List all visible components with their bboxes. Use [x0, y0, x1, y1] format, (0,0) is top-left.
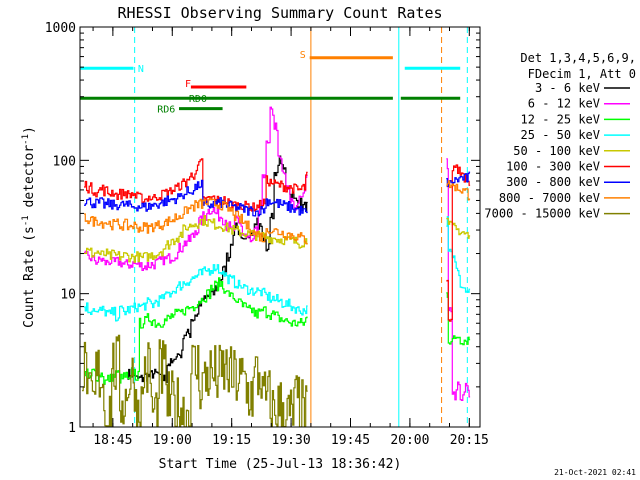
- legend: Det 1,3,4,5,6,9, FDecim 1, Att 0 3 - 6 k…: [484, 51, 636, 221]
- series-line: [446, 217, 471, 239]
- y-axis-label-end: ): [22, 126, 37, 134]
- legend-label: 7000 - 15000 keV: [484, 207, 600, 221]
- x-tick-label: 19:15: [212, 433, 251, 448]
- x-axis-label: Start Time (25-Jul-13 18:36:42): [159, 457, 402, 472]
- x-tick-label: 18:45: [93, 433, 132, 448]
- flag-label-s: S: [300, 50, 306, 61]
- footer-timestamp: 21-Oct-2021 02:41: [554, 468, 636, 477]
- y-tick-label: 100: [53, 154, 76, 169]
- legend-label: 300 - 800 keV: [506, 175, 600, 189]
- legend-label: 25 - 50 keV: [521, 128, 600, 142]
- y-axis: 1 10 100 1000: [45, 21, 480, 436]
- series-line: [84, 197, 308, 245]
- x-axis: 18:45 19:00 19:15 19:30 19:45 20:00 20:15: [92, 27, 489, 448]
- x-tick-label: 19:00: [153, 433, 192, 448]
- legend-label: 800 - 7000 keV: [499, 191, 600, 205]
- y-tick-label: 10: [60, 288, 76, 303]
- y-axis-label-mid: detector: [22, 145, 37, 216]
- flag-label-rd6: RD6: [157, 105, 175, 116]
- x-tick-label: 20:00: [390, 433, 429, 448]
- y-axis-label: Count Rate (s-1 detector-1): [21, 126, 37, 328]
- vertical-marker-lines: [79, 27, 468, 427]
- series-line: [82, 334, 308, 427]
- flag-label-n: N: [138, 64, 144, 75]
- series-line: [446, 180, 471, 201]
- chart-title: RHESSI Observing Summary Count Rates: [117, 4, 442, 22]
- legend-label: 3 - 6 keV: [535, 81, 600, 95]
- y-tick-label: 1: [68, 421, 76, 436]
- series-line: [446, 158, 471, 401]
- series-line: [84, 158, 308, 212]
- legend-label: 6 - 12 keV: [528, 97, 600, 111]
- x-tick-label: 19:45: [331, 433, 370, 448]
- y-axis-label-sup2: -1: [21, 134, 31, 145]
- y-tick-label: 1000: [45, 21, 76, 36]
- x-tick-label: 19:30: [272, 433, 311, 448]
- series-line: [446, 292, 471, 346]
- legend-label: 12 - 25 keV: [521, 112, 600, 126]
- flag-label-rd0: RD0: [189, 94, 207, 105]
- series-line: [84, 179, 308, 217]
- legend-label: 50 - 100 keV: [513, 144, 600, 158]
- series-line: [84, 215, 308, 263]
- legend-header-line-2: FDecim 1, Att 0: [528, 67, 636, 81]
- flag-label-f: F: [185, 79, 191, 90]
- plot-frame: [79, 26, 481, 428]
- series-line: [84, 264, 308, 322]
- series-line: [84, 106, 308, 271]
- x-tick-label: 20:15: [450, 433, 489, 448]
- flag-bars-layer: N S F RD0 RD6: [80, 50, 461, 116]
- y-axis-label-sup1: -1: [21, 215, 31, 226]
- series-line: [446, 216, 471, 293]
- series-line: [84, 277, 308, 385]
- legend-header-line-1: Det 1,3,4,5,6,9,: [520, 51, 636, 65]
- y-axis-label-main: Count Rate (s: [22, 226, 37, 328]
- series-layer: [82, 106, 471, 427]
- legend-label: 100 - 300 keV: [506, 160, 600, 174]
